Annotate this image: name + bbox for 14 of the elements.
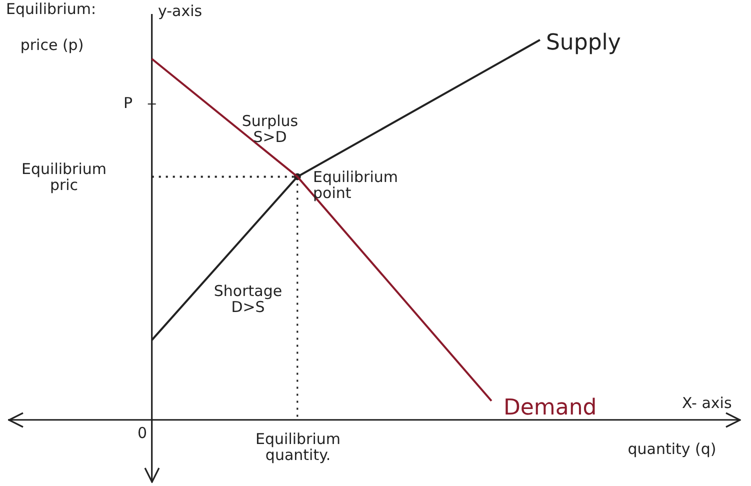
- y-axis-title: price (p): [20, 36, 84, 54]
- chart-title: Equilibrium:: [6, 0, 96, 18]
- series-label: Supply: [546, 30, 621, 56]
- annotation: P: [123, 94, 133, 112]
- series-label: Demand: [503, 396, 597, 421]
- annotation: Surplus S>D: [242, 112, 298, 146]
- text: Equilibrium quantity.: [256, 430, 340, 464]
- text: y-axis: [158, 2, 202, 20]
- annotation: Equilibrium point: [313, 168, 398, 202]
- annotation: Shortage D>S: [214, 282, 282, 316]
- text: quantity (q): [628, 440, 716, 458]
- text: 0: [137, 424, 147, 442]
- text: Equilibrium pric: [22, 160, 106, 194]
- text: X- axis: [682, 394, 732, 412]
